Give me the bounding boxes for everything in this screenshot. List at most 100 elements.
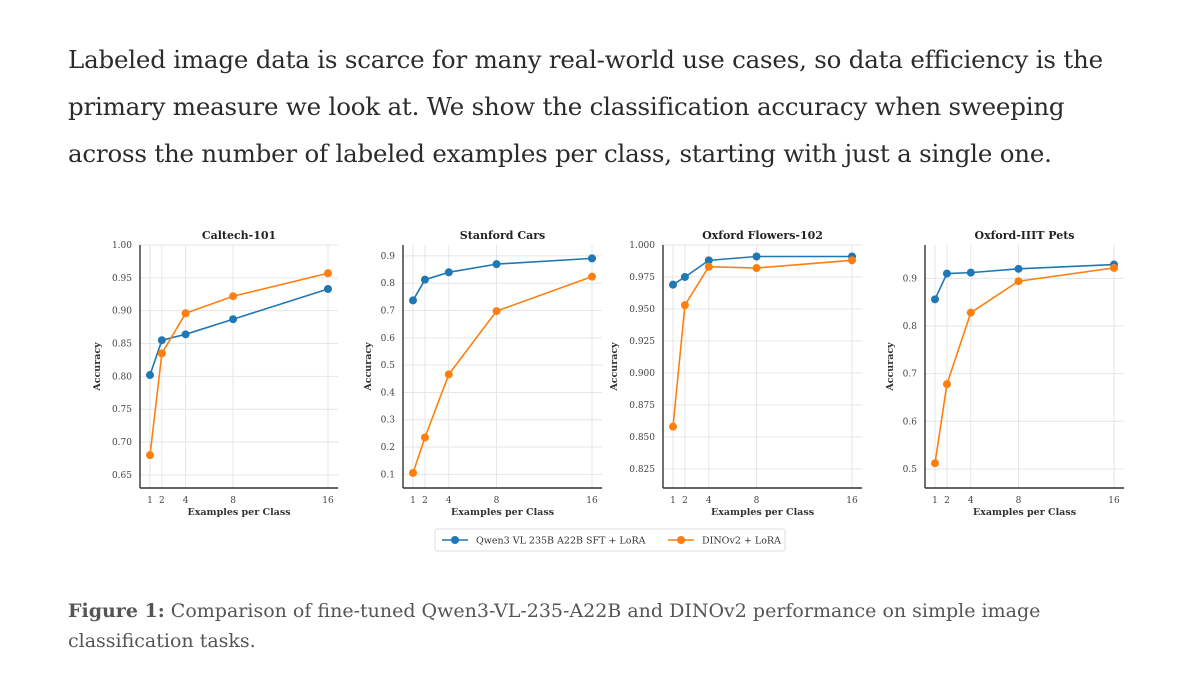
series-line-qwen [412,257,593,301]
x-tick-label: 1 [147,496,153,506]
data-point-dinov2 [588,272,596,281]
data-point-qwen [680,272,689,281]
x-tick-label: 2 [422,496,428,506]
x-tick-label: 4 [968,496,974,506]
x-tick-label: 16 [322,496,334,506]
chart-panel-2: 0.1 0.2 0.3 0.4 0.5 0.6 0.7 0.8 0.9 1 2 4 8 16 Stanfor… [363,229,602,518]
x-axis-label: Examples per Class [451,507,554,518]
y-tick-label: 1.000 [629,241,655,251]
data-point-qwen [420,275,429,284]
chart-panel-4: 0.5 0.6 0.7 0.8 0.9 1 2 4 8 16 Oxford-IIIT Pets Exa… [885,229,1124,518]
x-tick-label: 4 [706,496,712,506]
data-point-dinov2 [848,256,856,265]
y-tick-label: 0.85 [112,340,132,350]
figure-svg: 0.650.700.750.800.850.900.951.001 2 4 8 16Ca… [92,229,1124,552]
intro-paragraph: Labeled image data is scarce for many re… [68,45,1103,168]
y-tick-label: 0.90 [112,307,132,317]
y-tick-label: 0.850 [629,433,655,443]
x-tick-label: 4 [183,496,189,506]
legend: Qwen3 VL 235B A22B SFT + LoRA DINOv2 + Lo… [434,528,786,552]
y-tick-label: 0.950 [629,305,655,315]
data-point-dinov2 [966,308,975,317]
data-point-qwen [704,256,713,265]
y-axis-label: Accuracy [885,342,896,392]
x-tick-label: 4 [446,496,452,506]
x-tick-label: 16 [1108,496,1120,506]
legend-marker [451,536,459,544]
x-tick-label: 8 [230,496,236,506]
x-tick-label: 8 [754,496,760,506]
x-tick-label: 16 [846,496,858,506]
data-point-qwen [444,268,453,277]
x-axis-label: Examples per Class [973,507,1076,518]
data-point-dinov2 [229,292,238,301]
data-point-qwen [146,371,154,380]
data-point-dinov2 [680,301,689,310]
chart-title: Oxford Flowers-102 [702,229,823,242]
y-tick-label: 1.00 [112,241,132,251]
y-tick-label: 0.5 [903,465,918,475]
data-point-qwen [931,295,939,304]
chart-panel-3: 0.825 0.850 0.875 0.900 0.925 0.950 0.975 1.000… [609,229,862,518]
data-point-qwen [588,254,596,263]
data-point-dinov2 [181,309,190,318]
x-tick-label: 2 [159,496,165,506]
x-axis-label: Examples per Class [187,507,290,518]
data-point-dinov2 [420,433,429,442]
x-tick-label: 8 [1016,496,1022,506]
data-point-dinov2 [1014,277,1023,286]
series-line-dinov2 [412,275,593,474]
y-axis-label: Accuracy [363,342,374,392]
figure-caption: Figure 1: Comparison of fine-tuned Qwen3… [68,596,1148,656]
data-point-dinov2 [704,262,713,271]
y-tick-label: 0.1 [381,470,395,480]
y-tick-label: 0.8 [903,322,918,332]
data-point-qwen [966,268,975,277]
x-tick-label: 2 [944,496,950,506]
data-point-dinov2 [1110,263,1118,272]
x-tick-label: 16 [586,496,598,506]
data-point-dinov2 [942,380,951,389]
y-tick-label: 0.7 [903,370,918,380]
chart-title: Caltech-101 [202,229,276,242]
legend-marker [677,536,685,544]
y-tick-label: 0.3 [381,416,396,426]
data-point-qwen [324,285,332,294]
legend-label: DINOv2 + LoRA [702,536,781,547]
y-tick-label: 0.6 [903,417,918,427]
caption-label: Figure 1: [68,600,165,622]
y-tick-label: 0.9 [903,274,918,284]
data-point-dinov2 [752,264,761,273]
y-tick-label: 0.2 [381,443,395,453]
series-line-dinov2 [672,259,853,427]
data-point-qwen [181,330,190,339]
y-tick-label: 0.7 [381,307,396,317]
y-tick-label: 0.925 [629,337,655,347]
caption-text: Comparison of fine-tuned Qwen3-VL-235-A2… [68,600,1041,652]
x-tick-label: 1 [410,496,416,506]
y-tick-label: 0.75 [112,405,132,415]
y-axis-label: Accuracy [609,342,620,392]
data-point-dinov2 [492,307,501,316]
y-tick-label: 0.9 [381,252,396,262]
data-point-qwen [229,315,238,324]
x-tick-label: 8 [494,496,500,506]
y-tick-label: 0.975 [629,273,655,283]
data-point-dinov2 [931,459,939,468]
legend-label: Qwen3 VL 235B A22B SFT + LoRA [476,536,646,547]
x-tick-label: 1 [932,496,938,506]
y-tick-label: 0.900 [629,369,655,379]
y-tick-label: 0.80 [112,372,132,382]
chart-title: Stanford Cars [460,229,545,242]
data-point-qwen [942,269,951,278]
data-point-qwen [752,252,761,261]
legend-box [434,528,786,552]
data-point-dinov2 [157,349,166,358]
x-axis-label: Examples per Class [711,507,814,518]
series-line-dinov2 [934,267,1115,464]
y-tick-label: 0.875 [629,401,655,411]
y-tick-label: 0.65 [112,471,132,481]
y-tick-label: 0.8 [381,279,396,289]
data-point-dinov2 [669,422,677,431]
series-line-qwen [934,263,1115,300]
